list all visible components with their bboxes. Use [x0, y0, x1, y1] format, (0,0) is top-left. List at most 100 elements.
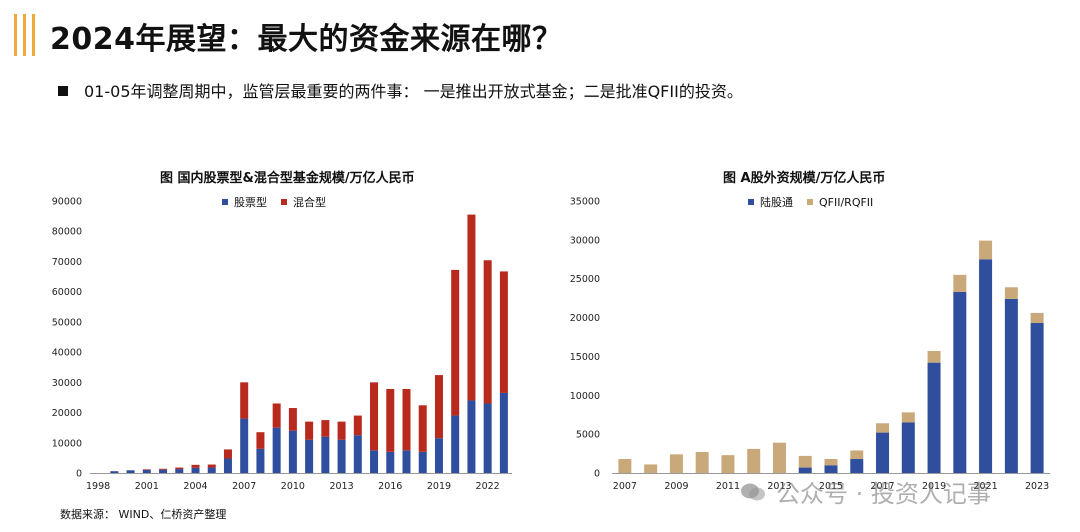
bar-s1-2021 — [467, 400, 476, 473]
bar-s1-2011 — [305, 439, 314, 473]
bar-s2-2005 — [207, 464, 216, 468]
bar-s2-2023 — [499, 271, 508, 393]
bar-s2-2004 — [191, 464, 200, 468]
bar-s1-2017 — [876, 432, 890, 473]
x-tick-label: 2017 — [870, 481, 894, 492]
bar-s1-2014 — [353, 435, 362, 473]
legend-stock: 股票型 — [222, 194, 267, 210]
y-tick-label: 0 — [594, 469, 600, 480]
bar-s2-2019 — [434, 375, 443, 439]
bar-s2-2014 — [798, 455, 812, 468]
bar-s2-2009 — [669, 454, 683, 473]
bar-s2-2020 — [451, 269, 460, 416]
bar-s2-2009 — [272, 403, 281, 428]
bar-s1-2003 — [175, 469, 184, 473]
bar-s1-2018 — [901, 422, 915, 473]
right-chart-legend: 陆股通 QFII/RQFII — [748, 194, 873, 210]
bar-s1-2006 — [223, 458, 232, 473]
bar-s1-2018 — [418, 451, 427, 473]
bar-s1-2017 — [402, 450, 411, 473]
bar-s2-2011 — [305, 421, 314, 440]
y-tick-label: 90000 — [52, 197, 82, 208]
watermark: 公众号 · 投资人记事 — [740, 474, 991, 509]
bar-s1-2012 — [321, 436, 330, 473]
bar-s2-2013 — [772, 442, 786, 473]
y-tick-label: 50000 — [52, 317, 82, 328]
bar-s2-2006 — [223, 449, 232, 459]
x-tick-label: 2007 — [613, 481, 637, 492]
bullet-square-icon — [58, 85, 68, 96]
x-tick-label: 2007 — [232, 481, 256, 492]
right-chart-title: 图 A股外资规模/万亿人民币 — [723, 171, 886, 186]
legend-qfii: QFII/RQFII — [807, 194, 873, 210]
y-tick-label: 20000 — [52, 408, 82, 419]
y-tick-label: 20000 — [570, 313, 600, 324]
bar-s1-2009 — [272, 427, 281, 473]
x-tick-label: 1998 — [86, 481, 110, 492]
left-chart-legend: 股票型 混合型 — [222, 194, 326, 210]
bar-s2-2011 — [721, 455, 735, 473]
x-tick-label: 2013 — [329, 481, 353, 492]
bar-s1-2000 — [126, 470, 135, 473]
x-tick-label: 2010 — [281, 481, 305, 492]
bar-s2-2010 — [288, 408, 297, 431]
bar-s2-2002 — [159, 468, 168, 470]
bullet-text: 01-05年调整周期中，监管层最重要的两件事： 一是推出开放式基金；二是批准QF… — [84, 82, 743, 101]
y-tick-label: 25000 — [570, 274, 600, 285]
y-tick-label: 60000 — [52, 287, 82, 298]
y-tick-label: 15000 — [570, 352, 600, 363]
bar-s2-2017 — [402, 388, 411, 451]
bar-s2-2016 — [850, 450, 864, 460]
bar-s2-2021 — [979, 240, 993, 260]
bar-s2-2010 — [695, 452, 709, 473]
bar-s1-2008 — [256, 448, 265, 473]
x-tick-label: 2016 — [378, 481, 402, 492]
y-tick-label: 40000 — [52, 348, 82, 359]
title-accent-bars — [14, 14, 38, 56]
bar-s2-2023 — [1030, 312, 1044, 324]
y-tick-label: 35000 — [570, 197, 600, 208]
bar-s2-2014 — [353, 415, 362, 436]
x-tick-label: 2009 — [664, 481, 688, 492]
x-tick-label: 2011 — [716, 481, 740, 492]
bar-s1-2023 — [1030, 323, 1044, 473]
bar-s1-2022 — [1004, 298, 1018, 473]
bar-s1-2016 — [386, 451, 395, 473]
bar-s1-2013 — [337, 439, 346, 473]
data-source: 数据来源： WIND、仁桥资产整理 — [60, 508, 227, 521]
bar-s2-2015 — [824, 459, 838, 466]
bar-s2-2001 — [142, 469, 151, 470]
y-tick-label: 30000 — [52, 378, 82, 389]
y-tick-label: 0 — [76, 469, 82, 480]
bar-s1-2002 — [159, 469, 168, 473]
bar-s1-2015 — [824, 465, 838, 473]
x-tick-label: 2022 — [476, 481, 500, 492]
y-tick-label: 80000 — [52, 227, 82, 238]
bullet-point: 01-05年调整周期中，监管层最重要的两件事： 一是推出开放式基金；二是批准QF… — [58, 78, 743, 102]
wechat-icon — [741, 483, 765, 500]
x-tick-label: 2015 — [819, 481, 843, 492]
bar-s1-2019 — [434, 438, 443, 473]
bar-s1-2004 — [191, 467, 200, 473]
bar-s1-2019 — [927, 362, 941, 473]
y-tick-label: 30000 — [570, 235, 600, 246]
bar-s2-2007 — [240, 382, 249, 419]
legend-northbound: 陆股通 — [748, 194, 793, 210]
bar-s2-2017 — [876, 423, 890, 433]
bar-s2-2003 — [175, 467, 184, 470]
bar-s1-2020 — [953, 291, 967, 473]
y-tick-label: 70000 — [52, 257, 82, 268]
bar-s1-2016 — [850, 459, 864, 473]
bar-s1-2010 — [288, 430, 297, 473]
bar-s1-2022 — [483, 403, 492, 473]
bar-s2-2022 — [1004, 287, 1018, 299]
bar-s2-2013 — [337, 421, 346, 440]
bar-s2-2020 — [953, 274, 967, 292]
bar-s1-2020 — [451, 415, 460, 473]
left-chart-title: 图 国内股票型&混合型基金规模/万亿人民币 — [160, 171, 415, 186]
x-tick-label: 2019 — [427, 481, 451, 492]
bar-s1-2021 — [979, 259, 993, 473]
x-tick-label: 2004 — [183, 481, 207, 492]
bar-s2-2019 — [927, 350, 941, 363]
